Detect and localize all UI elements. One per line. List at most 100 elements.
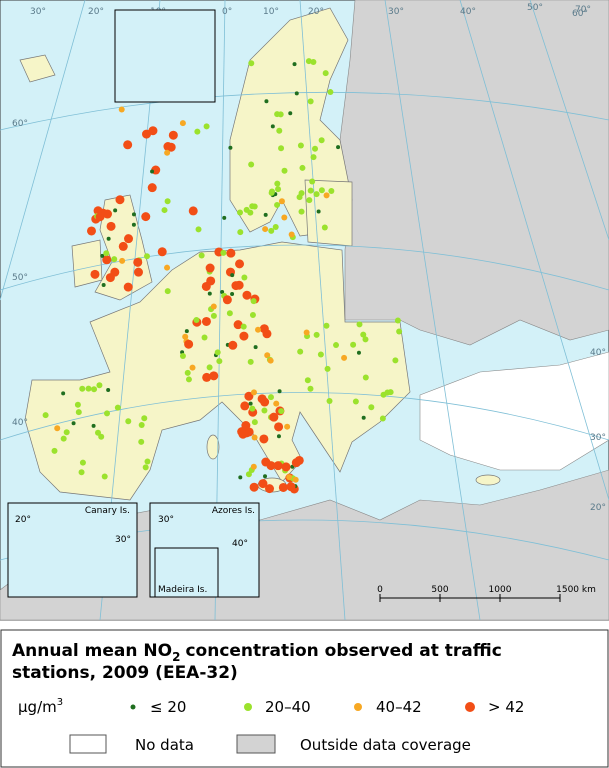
station xyxy=(74,401,81,408)
graticule-label: 50° xyxy=(12,273,28,283)
station xyxy=(63,429,70,436)
station xyxy=(309,178,316,185)
station xyxy=(245,471,252,478)
station xyxy=(114,404,121,411)
station xyxy=(124,234,134,244)
station xyxy=(248,60,255,67)
legend-symbol xyxy=(130,704,136,710)
svalbard-inset xyxy=(114,9,216,103)
station xyxy=(261,407,268,414)
station xyxy=(288,231,295,238)
station xyxy=(324,365,331,372)
station xyxy=(281,214,288,221)
station xyxy=(131,222,136,227)
station xyxy=(307,385,314,392)
station xyxy=(105,273,115,283)
station xyxy=(274,180,281,187)
graticule-label: 20° xyxy=(88,7,104,17)
station xyxy=(240,323,247,330)
station xyxy=(118,106,125,113)
station xyxy=(274,422,284,432)
station xyxy=(86,226,96,236)
station xyxy=(207,291,212,296)
station xyxy=(258,479,268,489)
station xyxy=(123,140,133,150)
station xyxy=(306,197,313,204)
station xyxy=(202,372,212,382)
station xyxy=(220,290,225,295)
station xyxy=(304,377,311,384)
station xyxy=(157,247,167,257)
iceland xyxy=(19,54,56,83)
station xyxy=(336,145,341,150)
station xyxy=(164,264,171,271)
station xyxy=(184,329,189,334)
inset-label: 40° xyxy=(232,539,248,549)
no-data-swatch xyxy=(69,734,107,754)
station xyxy=(242,290,252,300)
station xyxy=(141,415,148,422)
station xyxy=(362,336,369,343)
station xyxy=(267,357,274,364)
station xyxy=(201,281,211,291)
station xyxy=(288,111,293,116)
station xyxy=(230,291,235,296)
unit: μg/m xyxy=(18,698,57,716)
station xyxy=(299,164,306,171)
station xyxy=(278,145,285,152)
station xyxy=(350,341,357,348)
station xyxy=(78,469,85,476)
station xyxy=(79,459,86,466)
station xyxy=(312,145,319,152)
inset-label: 30° xyxy=(115,535,131,545)
title-part: concentration observed at traffic xyxy=(185,641,501,661)
station xyxy=(210,303,217,310)
station xyxy=(310,59,317,66)
legend-symbol xyxy=(465,702,475,712)
station xyxy=(75,409,82,416)
scale-label: 0 xyxy=(377,585,383,595)
station xyxy=(60,435,67,442)
station xyxy=(243,206,250,213)
madeira-inset xyxy=(154,547,219,598)
legend-unit: μg/m3 xyxy=(18,697,63,716)
station xyxy=(352,398,359,405)
station xyxy=(220,249,227,256)
station xyxy=(100,253,105,258)
station xyxy=(42,412,49,419)
legend-classes: ≤ 20 20–40 40–42 > 42 xyxy=(130,698,524,716)
graticule-label: 70° xyxy=(575,5,591,15)
graticule-label: 30° xyxy=(590,433,606,443)
station xyxy=(313,191,320,198)
station xyxy=(98,433,105,440)
station xyxy=(164,149,171,156)
station xyxy=(230,273,235,278)
legend-label: No data xyxy=(135,736,194,754)
station xyxy=(248,161,255,168)
station xyxy=(206,364,213,371)
station xyxy=(106,236,111,241)
station xyxy=(360,331,367,338)
station xyxy=(310,154,317,161)
legend-symbol xyxy=(354,703,362,711)
station xyxy=(161,207,168,214)
graticule-label: 20° xyxy=(590,503,606,513)
station xyxy=(231,281,241,291)
graticule-label: 30° xyxy=(30,7,46,17)
station xyxy=(233,320,243,330)
station xyxy=(150,169,155,174)
station xyxy=(142,464,149,471)
stations xyxy=(42,58,403,494)
station xyxy=(316,209,321,214)
station xyxy=(297,142,304,149)
station xyxy=(138,421,145,428)
graticule-label: 50° xyxy=(527,3,543,13)
station xyxy=(179,353,186,360)
station xyxy=(327,89,334,96)
inset-label: 20° xyxy=(15,515,31,525)
graticule-label: 10° xyxy=(263,7,279,17)
station xyxy=(141,212,151,222)
station xyxy=(274,201,281,208)
station xyxy=(262,226,269,233)
